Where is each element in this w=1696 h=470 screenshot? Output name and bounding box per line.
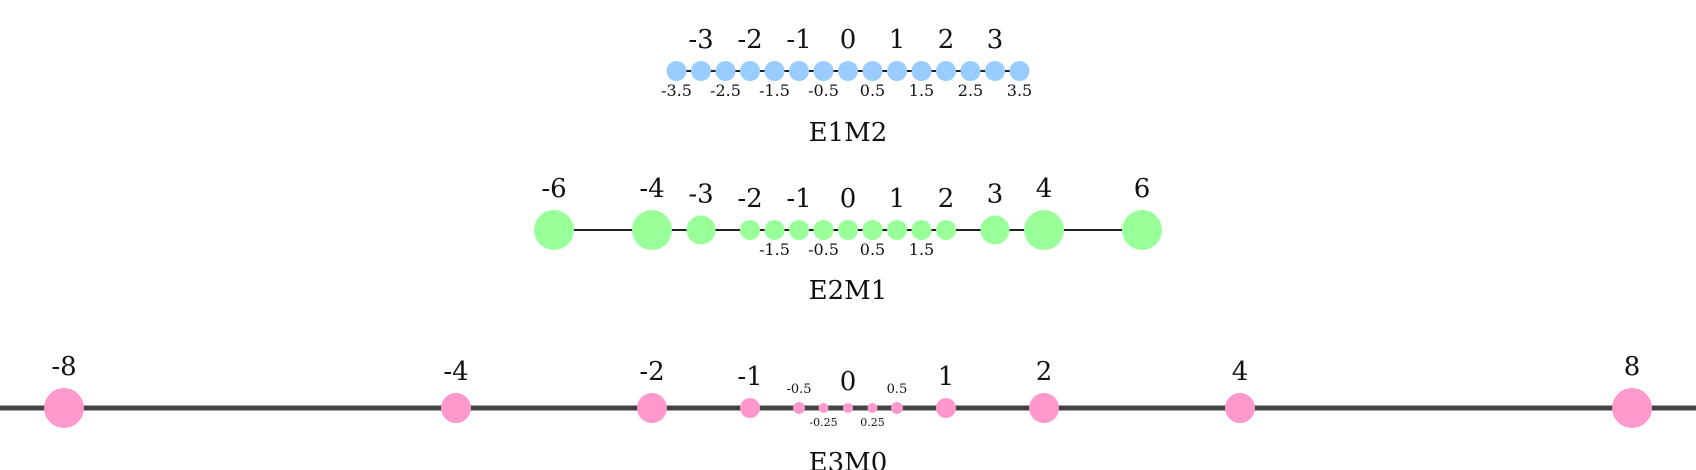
point-label-1: 1 [889,25,906,55]
point-neg3 [691,61,711,81]
point-label-0: 0 [840,25,857,55]
point-3 [985,61,1005,81]
point-label-2: 2 [1036,357,1053,387]
point-label-neg2: -2 [737,25,762,55]
point-2 [1029,393,1059,423]
point-label-2p5: 2.5 [958,81,983,100]
point-label-neg3: -3 [688,25,713,55]
point-neg3 [686,215,716,245]
point-4 [1225,393,1255,423]
point-0 [838,220,858,240]
point-label-neg2: -2 [737,184,762,214]
point-label-neg3p5: -3.5 [661,81,692,100]
row-title-e1m2: E1M2 [809,118,888,148]
point-1p5 [911,220,932,240]
point-neg0p5 [813,61,834,81]
point-neg2 [637,393,667,423]
point-label-neg1p5: -1.5 [759,81,790,100]
point-label-neg0p5: -0.5 [808,240,839,259]
point-6 [1122,210,1162,250]
point-0 [838,61,858,81]
point-2p5 [960,61,981,81]
point-neg1p5 [764,61,785,81]
point-neg4 [441,393,471,423]
point-label-0: 0 [840,367,857,397]
point-neg0p5 [813,220,834,240]
point-label-neg6: -6 [541,174,566,204]
point-1 [936,398,956,418]
point-3p5 [1009,61,1030,81]
point-label-0p25: 0.25 [860,416,885,429]
point-label-0p5: 0.5 [860,240,885,259]
point-label-neg1: -1 [737,362,762,392]
point-label-neg3: -3 [688,180,713,210]
point-0 [843,403,853,413]
point-label-neg1: -1 [786,184,811,214]
point-label-neg0p5: -0.5 [808,81,839,100]
point-label-neg0p5: -0.5 [786,382,811,397]
point-neg0p25 [818,403,829,413]
point-label-1: 1 [938,362,955,392]
point-label-neg1p5: -1.5 [759,240,790,259]
row-title-e2m1: E2M1 [809,276,888,306]
point-label-neg2: -2 [639,357,664,387]
point-3 [980,215,1010,245]
point-1p5 [911,61,932,81]
row-e2m1: E2M1 -6 -4 -3 -2 -1.5 -1 -0.5 0 0.5 1 1.5 2 3 4 6 [534,174,1162,306]
point-0p5 [862,220,883,240]
row-e1m2: E1M2 -3.5 -3 -2.5 -2 -1.5 -1 -0.5 0 0.5 1 1.5 2 2.5 3… [661,25,1032,148]
point-label-neg4: -4 [443,357,468,387]
point-neg6 [534,210,574,250]
point-2 [936,220,956,240]
point-label-1: 1 [889,184,906,214]
point-label-0: 0 [840,184,857,214]
point-label-3: 3 [987,25,1004,55]
point-label-4: 4 [1232,357,1249,387]
point-neg1 [740,398,760,418]
point-label-neg0p25: -0.25 [809,416,837,429]
point-label-neg4: -4 [639,174,664,204]
point-label-1p5: 1.5 [909,81,934,100]
point-label-1p5: 1.5 [909,240,934,259]
point-neg1p5 [764,220,785,240]
point-neg2p5 [715,61,736,81]
point-4 [1024,210,1064,250]
point-8 [1612,388,1652,428]
point-label-4: 4 [1036,174,1053,204]
point-neg1 [789,220,809,240]
point-1 [887,61,907,81]
point-label-neg8: -8 [51,352,76,382]
point-neg2 [740,61,760,81]
point-neg8 [44,388,84,428]
point-label-3p5: 3.5 [1007,81,1032,100]
point-neg2 [740,220,760,240]
point-0p25 [867,403,878,413]
point-0p5 [862,61,883,81]
point-label-0p5: 0.5 [860,81,885,100]
row-title-e3m0: E3M0 [809,448,888,470]
point-2 [936,61,956,81]
point-1 [887,220,907,240]
point-neg1 [789,61,809,81]
point-neg3p5 [666,61,687,81]
point-label-6: 6 [1134,174,1151,204]
point-label-0p5: 0.5 [887,382,908,397]
point-label-3: 3 [987,180,1004,210]
point-0p5 [891,402,903,414]
point-label-2: 2 [938,184,955,214]
point-label-neg2p5: -2.5 [710,81,741,100]
point-label-2: 2 [938,25,955,55]
point-label-8: 8 [1624,352,1641,382]
point-label-neg1: -1 [786,25,811,55]
point-neg0p5 [793,402,805,414]
point-neg4 [632,210,672,250]
